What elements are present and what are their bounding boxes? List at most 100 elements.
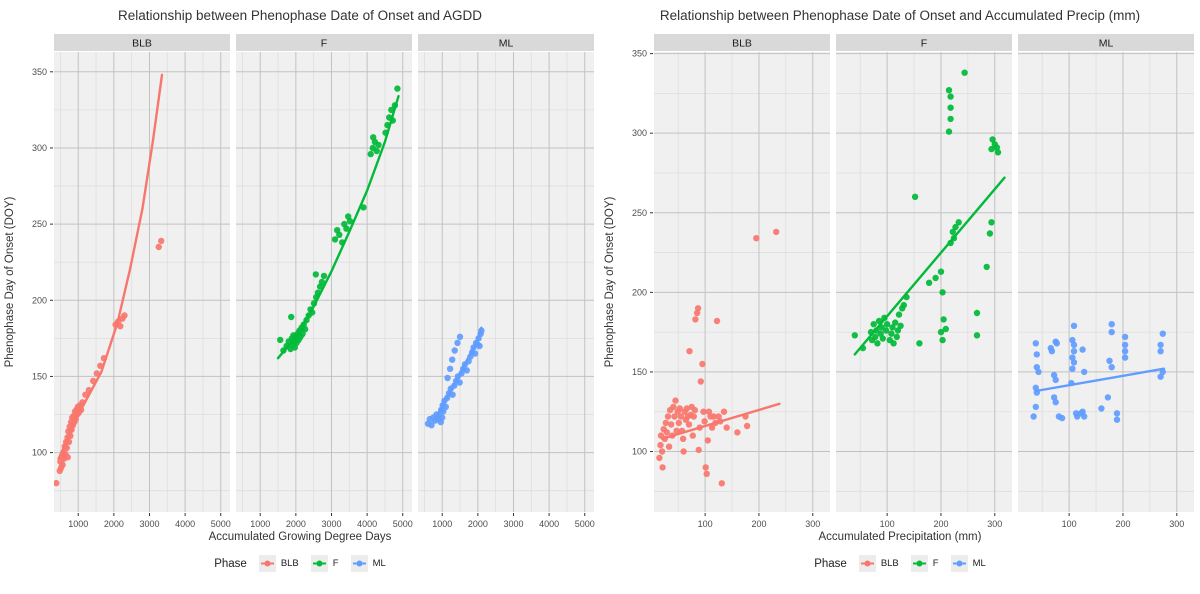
data-point [677, 413, 685, 420]
data-point [702, 464, 709, 471]
data-point [442, 403, 449, 411]
x-tick-label: 4000 [357, 519, 377, 529]
data-point [874, 340, 881, 347]
legend-item-blb: BLB [858, 555, 899, 572]
legend-key-point [864, 560, 871, 567]
y-axis: 100 150 200 250 300 350 [32, 67, 53, 458]
data-point [451, 347, 458, 354]
data-point [1033, 389, 1040, 396]
data-point [384, 121, 391, 129]
data-point [158, 237, 165, 245]
agdd-legend: Phase BLB F ML [0, 555, 600, 572]
x-tick-label: 3000 [503, 519, 523, 529]
data-point [309, 309, 316, 316]
data-point [664, 413, 672, 420]
data-point [662, 419, 669, 427]
data-point [949, 228, 956, 236]
data-point [661, 435, 668, 442]
data-point [1070, 322, 1078, 329]
data-point [947, 115, 954, 123]
data-point [1069, 336, 1076, 344]
data-point [301, 326, 309, 333]
data-point [1113, 416, 1121, 423]
data-point [121, 312, 128, 319]
facet-panel-ml: ML 1000 2000 3000 4000 5000 [418, 34, 595, 529]
scatter-points-f [851, 69, 1002, 352]
facet-strip [654, 34, 830, 51]
facet-strip [236, 34, 412, 51]
data-point [312, 271, 319, 278]
data-point [994, 149, 1002, 156]
data-point [883, 321, 891, 328]
data-point [1032, 340, 1039, 347]
data-point [1157, 341, 1164, 349]
grid-major [654, 52, 830, 512]
x-tick-label: 2000 [104, 519, 124, 529]
legend-key-blb-icon [258, 555, 276, 572]
data-point [1159, 368, 1166, 376]
legend-item-f: F [310, 555, 339, 572]
data-point [1081, 413, 1088, 420]
data-point [280, 347, 287, 354]
data-point [454, 339, 461, 347]
data-point [367, 150, 374, 158]
legend-key-point [956, 560, 963, 567]
precip-legend: Phase BLB F ML [600, 555, 1200, 572]
data-point [1121, 354, 1129, 361]
data-point [708, 424, 716, 431]
facet-panel-blb: BLB 100 200 300 [654, 34, 830, 529]
x-tick-label: 1000 [68, 519, 88, 529]
x-tick-label: 5000 [393, 519, 413, 529]
precip-plot: Relationship between Phenophase Date of … [600, 0, 1200, 594]
data-point [1108, 364, 1115, 371]
data-point [658, 448, 666, 455]
precip-chart-canvas: 100 150 200 250 300 350 BLB 100 200 300 F 100 200 300… [632, 34, 1194, 529]
scatter-points-blb [54, 237, 165, 487]
facet-strip-label: F [321, 38, 327, 50]
data-point [939, 289, 946, 296]
x-tick-label: 2000 [468, 519, 488, 529]
facet-strip-label: BLB [132, 38, 152, 50]
agdd-plot: Relationship between Phenophase Date of … [0, 8, 600, 572]
x-tick-label: 1000 [432, 519, 452, 529]
facet-strip-label: ML [499, 38, 514, 50]
data-point [1068, 379, 1075, 387]
data-point [870, 321, 877, 328]
data-point [382, 129, 389, 136]
data-point [890, 340, 897, 347]
data-point [665, 443, 673, 450]
data-point [1048, 348, 1056, 355]
y-tick-label: 300 [32, 143, 47, 153]
data-point [1121, 348, 1129, 355]
y-tick-label: 200 [632, 287, 647, 297]
data-point [314, 289, 322, 296]
legend-title: Phase [214, 557, 247, 570]
data-point [673, 427, 680, 434]
x-tick-label: 100 [880, 519, 895, 529]
data-point [986, 230, 994, 237]
data-point [1069, 365, 1076, 372]
data-point [859, 344, 867, 352]
x-tick-label: 100 [698, 519, 713, 529]
data-point [1032, 403, 1039, 411]
grid-minor [1018, 52, 1194, 512]
data-point [310, 300, 318, 307]
x-tick-label: 2000 [286, 519, 306, 529]
data-point [1081, 368, 1088, 376]
data-point [59, 461, 66, 468]
data-point [1030, 413, 1037, 420]
grid-minor [54, 52, 230, 512]
data-point [428, 422, 435, 429]
legend-label-ml: ML [372, 558, 386, 569]
data-point [456, 333, 464, 340]
data-point [877, 330, 884, 337]
data-point [720, 408, 728, 415]
data-point [925, 279, 933, 286]
data-point [683, 405, 690, 412]
data-point [983, 263, 990, 271]
data-point [1050, 394, 1058, 401]
legend-key-point [916, 560, 923, 567]
data-point [988, 219, 995, 226]
data-point [894, 327, 902, 334]
legend-key-f-icon [310, 555, 328, 572]
